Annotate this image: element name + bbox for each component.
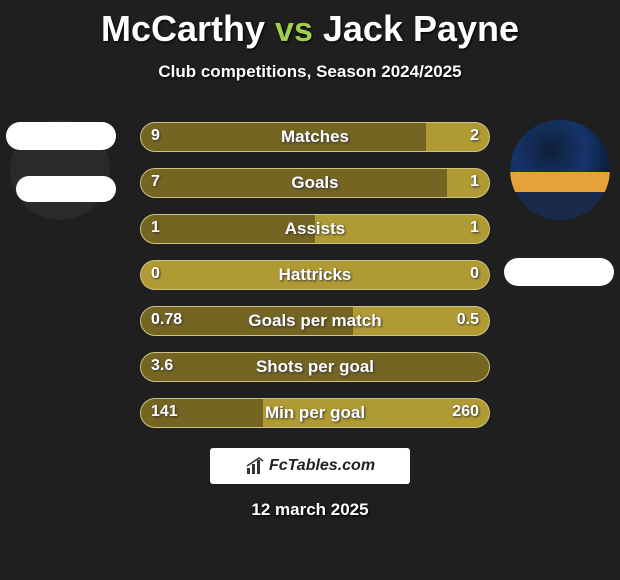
stat-row-hattricks: Hattricks0 0 <box>140 260 490 290</box>
stat-label: Matches <box>141 127 489 147</box>
stat-value-right: 1 <box>470 173 479 191</box>
stat-label: Min per goal <box>141 403 489 423</box>
player2-name: Jack Payne <box>323 8 519 49</box>
stat-label: Shots per goal <box>141 357 489 377</box>
stat-value-right: 1 <box>470 219 479 237</box>
stat-value-left: 0.78 <box>151 311 182 329</box>
stat-label: Hattricks <box>141 265 489 285</box>
subtitle: Club competitions, Season 2024/2025 <box>0 62 620 82</box>
logo-text: FcTables.com <box>269 457 375 475</box>
stat-row-min-per-goal: Min per goal141 260 <box>140 398 490 428</box>
player1-badge <box>6 122 116 150</box>
stat-value-left: 1 <box>151 219 160 237</box>
stat-value-left: 0 <box>151 265 160 283</box>
stat-value-right: 0.5 <box>457 311 479 329</box>
stat-value-left: 7 <box>151 173 160 191</box>
player2-avatar <box>510 120 610 220</box>
stat-row-shots-per-goal: Shots per goal3.6 <box>140 352 490 382</box>
chart-icon <box>245 456 265 476</box>
player2-badge <box>504 258 614 286</box>
stat-row-assists: Assists1 1 <box>140 214 490 244</box>
stat-value-left: 141 <box>151 403 178 421</box>
stat-value-right: 2 <box>470 127 479 145</box>
vs-separator: vs <box>275 11 313 49</box>
player1-badge2 <box>16 176 116 202</box>
stat-value-right: 0 <box>470 265 479 283</box>
stat-row-goals: Goals7 1 <box>140 168 490 198</box>
stat-row-matches: Matches9 2 <box>140 122 490 152</box>
site-logo[interactable]: FcTables.com <box>210 448 410 484</box>
date-text: 12 march 2025 <box>0 500 620 520</box>
stat-row-goals-per-match: Goals per match0.78 0.5 <box>140 306 490 336</box>
stat-value-left: 3.6 <box>151 357 173 375</box>
stat-label: Assists <box>141 219 489 239</box>
stat-label: Goals <box>141 173 489 193</box>
player1-name: McCarthy <box>101 8 265 49</box>
stat-value-left: 9 <box>151 127 160 145</box>
stat-label: Goals per match <box>141 311 489 331</box>
comparison-title: McCarthy vs Jack Payne <box>0 0 620 50</box>
stat-value-right: 260 <box>452 403 479 421</box>
stat-bars: Matches92Goals71Assists11Hattricks00Goal… <box>140 122 490 444</box>
